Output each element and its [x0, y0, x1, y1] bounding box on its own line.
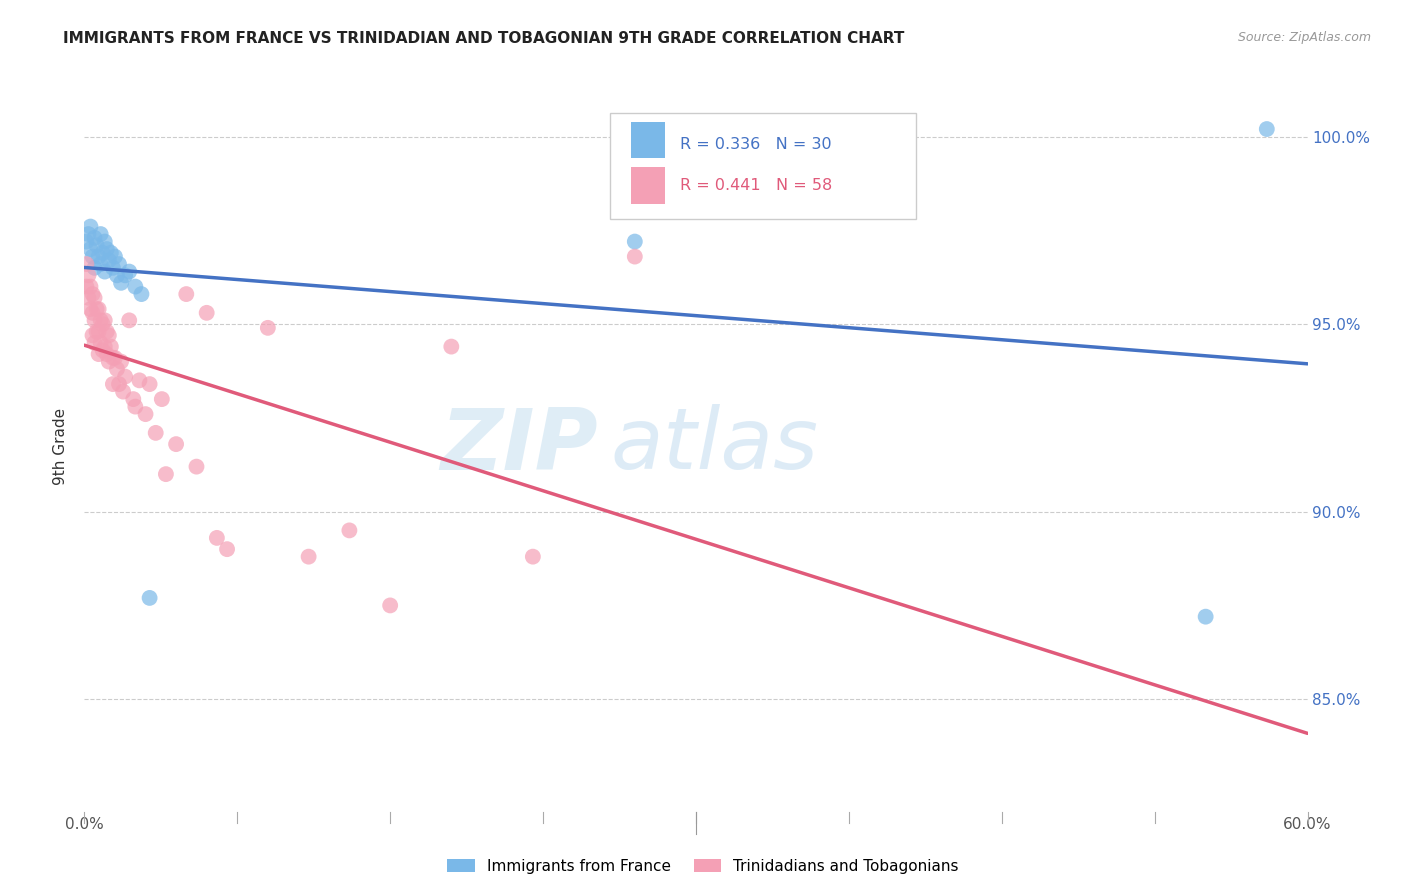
- Point: [298, 549, 321, 564]
- Legend: Immigrants from France, Trinidadians and Tobagonians: Immigrants from France, Trinidadians and…: [441, 853, 965, 880]
- Point: [101, 351, 124, 365]
- Point: [87, 250, 110, 264]
- Point: [110, 276, 132, 290]
- Point: [380, 599, 402, 613]
- Point: [124, 400, 146, 414]
- Point: [77, 291, 100, 305]
- Point: [87, 347, 110, 361]
- FancyBboxPatch shape: [631, 167, 665, 203]
- Point: [128, 373, 150, 387]
- Point: [165, 437, 187, 451]
- Point: [624, 235, 647, 249]
- Point: [83, 231, 105, 245]
- Point: [93, 313, 115, 327]
- Point: [83, 291, 105, 305]
- Point: [75, 235, 97, 249]
- Point: [138, 591, 160, 605]
- Point: [97, 354, 120, 368]
- Point: [155, 467, 177, 482]
- Point: [257, 321, 280, 335]
- Point: [83, 260, 105, 275]
- Point: [122, 392, 145, 406]
- Point: [83, 313, 105, 327]
- Point: [82, 328, 104, 343]
- Point: [624, 250, 647, 264]
- Point: [135, 407, 157, 421]
- Point: [100, 340, 122, 354]
- Point: [110, 354, 132, 368]
- Point: [145, 425, 167, 440]
- Point: [104, 351, 127, 365]
- Point: [96, 242, 118, 256]
- Point: [118, 313, 141, 327]
- Text: ZIP: ZIP: [440, 404, 598, 488]
- Point: [90, 257, 112, 271]
- Point: [339, 524, 361, 538]
- Point: [195, 306, 218, 320]
- Point: [77, 227, 100, 241]
- Point: [150, 392, 173, 406]
- Point: [82, 306, 104, 320]
- Point: [108, 257, 131, 271]
- Point: [87, 325, 110, 339]
- Text: IMMIGRANTS FROM FRANCE VS TRINIDADIAN AND TOBAGONIAN 9TH GRADE CORRELATION CHART: IMMIGRANTS FROM FRANCE VS TRINIDADIAN AN…: [63, 31, 904, 46]
- Point: [79, 242, 101, 256]
- Point: [93, 235, 115, 249]
- Y-axis label: 9th Grade: 9th Grade: [53, 408, 69, 484]
- Text: Source: ZipAtlas.com: Source: ZipAtlas.com: [1237, 31, 1371, 45]
- Point: [79, 302, 101, 317]
- Point: [97, 328, 120, 343]
- Point: [83, 335, 105, 350]
- FancyBboxPatch shape: [610, 113, 917, 219]
- Point: [118, 264, 141, 278]
- Point: [91, 317, 114, 331]
- Point: [100, 245, 122, 260]
- Point: [124, 279, 146, 293]
- Point: [77, 268, 100, 283]
- Point: [79, 279, 101, 293]
- Point: [93, 340, 115, 354]
- Text: R = 0.336   N = 30: R = 0.336 N = 30: [681, 137, 832, 152]
- Point: [1256, 122, 1278, 136]
- Point: [105, 362, 128, 376]
- FancyBboxPatch shape: [631, 121, 665, 158]
- Point: [104, 250, 127, 264]
- Point: [522, 549, 544, 564]
- Point: [114, 369, 136, 384]
- Point: [186, 459, 208, 474]
- Point: [217, 542, 239, 557]
- Point: [205, 531, 228, 545]
- Point: [93, 264, 115, 278]
- Point: [101, 377, 124, 392]
- Point: [174, 287, 197, 301]
- Point: [90, 335, 112, 350]
- Point: [108, 377, 131, 392]
- Point: [114, 268, 136, 283]
- Point: [87, 302, 110, 317]
- Point: [75, 257, 97, 271]
- Point: [75, 279, 97, 293]
- Point: [101, 260, 124, 275]
- Point: [82, 287, 104, 301]
- Point: [91, 343, 114, 358]
- Point: [112, 384, 135, 399]
- Point: [1195, 609, 1218, 624]
- Text: R = 0.441   N = 58: R = 0.441 N = 58: [681, 178, 832, 194]
- Point: [86, 302, 108, 317]
- Point: [82, 250, 104, 264]
- Point: [97, 253, 120, 268]
- Point: [105, 268, 128, 283]
- Point: [91, 245, 114, 260]
- Point: [86, 238, 108, 252]
- Point: [131, 287, 153, 301]
- Point: [90, 227, 112, 241]
- Point: [90, 313, 112, 327]
- Point: [138, 377, 160, 392]
- Text: atlas: atlas: [610, 404, 818, 488]
- Point: [440, 340, 463, 354]
- Point: [96, 347, 118, 361]
- Point: [86, 325, 108, 339]
- Point: [96, 325, 118, 339]
- Point: [79, 219, 101, 234]
